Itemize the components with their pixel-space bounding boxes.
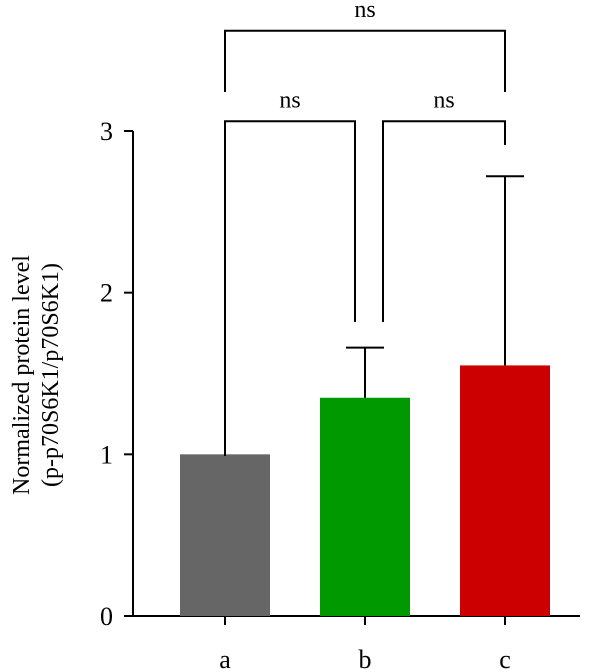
bars bbox=[180, 365, 550, 616]
x-tick-label-a: a bbox=[219, 645, 231, 669]
significance-label-a-b: ns bbox=[279, 87, 300, 113]
error-bars bbox=[346, 175, 524, 398]
significance-bracket-a-c bbox=[224, 29, 506, 92]
y-tick-label-0: 0 bbox=[100, 602, 113, 631]
y-tick-label-1: 1 bbox=[100, 440, 113, 469]
significance-label-b-c: ns bbox=[433, 87, 454, 113]
bar-a bbox=[180, 454, 270, 616]
bar-c bbox=[460, 365, 550, 616]
x-tick-label-c: c bbox=[499, 645, 511, 669]
y-axis-label-line2: (p-p70S6K1/p70S6K1) bbox=[38, 263, 64, 487]
significance-label-a-c: ns bbox=[354, 0, 375, 23]
significance-bracket-b-c bbox=[382, 120, 506, 322]
y-tick-label-2: 2 bbox=[100, 279, 113, 308]
y-axis-title: Normalized protein level (p-p70S6K1/p70S… bbox=[9, 255, 64, 495]
significance-bracket-a-b bbox=[224, 120, 356, 456]
y-axis-label-line1: Normalized protein level bbox=[9, 255, 35, 495]
bar-b bbox=[320, 397, 410, 616]
significance-brackets: ns ns ns bbox=[224, 0, 506, 456]
y-tick-label-3: 3 bbox=[100, 117, 113, 146]
x-tick-label-b: b bbox=[359, 645, 372, 669]
